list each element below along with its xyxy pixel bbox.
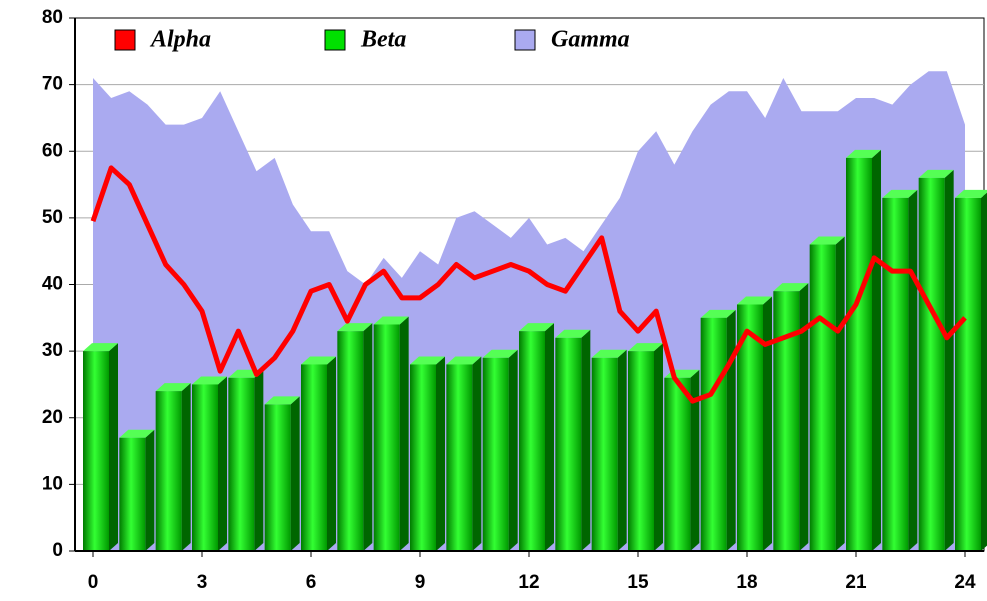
legend-swatch: [324, 29, 346, 51]
y-tick-label: 60: [42, 140, 63, 161]
bar: [955, 197, 981, 551]
legend-swatch: [114, 29, 136, 51]
line: [90, 165, 967, 404]
y-tick-label: 50: [42, 207, 63, 228]
bar-side: [944, 169, 954, 551]
bar: [410, 364, 436, 551]
bar-side: [254, 369, 264, 551]
bar-top: [83, 343, 118, 352]
bar: [846, 157, 872, 551]
x-tick-label: 9: [415, 572, 426, 593]
bar-side: [436, 356, 445, 551]
bar: [482, 357, 509, 551]
bar-side: [726, 309, 736, 551]
bar-top: [264, 396, 300, 405]
bar-top: [119, 429, 155, 438]
bar-side: [654, 343, 663, 551]
x-tick-label: 3: [197, 572, 208, 593]
bar-side: [145, 429, 155, 551]
bar-top: [882, 189, 918, 198]
bar: [664, 377, 691, 551]
bar: [446, 364, 473, 551]
y-tick-label: 0: [52, 540, 63, 561]
bar-side: [109, 343, 118, 551]
bar-side: [617, 349, 627, 551]
bar: [337, 331, 364, 551]
x-tick-label: 15: [627, 572, 649, 593]
x-tick-label: 6: [306, 572, 317, 593]
bar-top: [337, 323, 373, 332]
bar-top: [555, 329, 591, 338]
bar-side: [472, 356, 482, 551]
x-tick-label: 24: [954, 572, 976, 593]
bar: [119, 437, 146, 551]
bar-side: [763, 296, 772, 551]
bar-top: [773, 283, 809, 292]
bar-side: [327, 356, 336, 551]
bar-top: [628, 343, 663, 352]
bar: [519, 331, 545, 551]
bar: [83, 351, 109, 551]
bar-side: [799, 283, 809, 551]
y-tick-label: 20: [42, 407, 63, 428]
bar: [301, 364, 327, 551]
x-tick-label: 12: [518, 572, 539, 593]
legend-swatch: [514, 29, 536, 51]
bar-side: [290, 396, 300, 551]
bar: [228, 377, 255, 551]
x-tick-label: 18: [736, 572, 757, 593]
bar-side: [908, 189, 918, 551]
bar-top: [410, 356, 445, 365]
bar-side: [981, 192, 987, 551]
legend-label: Gamma: [551, 27, 630, 53]
bar: [882, 197, 909, 551]
bar: [373, 324, 400, 551]
bar: [918, 177, 945, 551]
bar-side: [835, 236, 845, 551]
bar: [700, 317, 727, 551]
bar-top: [446, 356, 482, 365]
bar: [192, 384, 218, 551]
bar-top: [192, 376, 227, 385]
x-tick-label: 0: [88, 572, 99, 593]
bar-side: [363, 323, 373, 551]
bar-top: [918, 169, 954, 178]
bar: [264, 404, 291, 551]
bar-top: [591, 349, 627, 358]
bar-side: [399, 316, 409, 551]
y-tick-label: 70: [42, 74, 63, 95]
legend-label: Beta: [360, 27, 406, 53]
bar-top: [809, 236, 845, 245]
bar-side: [508, 349, 518, 551]
y-tick-label: 30: [42, 340, 63, 361]
bar: [155, 391, 182, 551]
bar: [773, 291, 800, 551]
bar-side: [690, 369, 700, 551]
bar-top: [301, 356, 336, 365]
bar: [809, 244, 836, 551]
bar-top: [737, 296, 772, 305]
bar-top: [955, 189, 987, 198]
bar-side: [872, 149, 881, 551]
bar-side: [545, 323, 554, 551]
bar-top: [846, 149, 881, 158]
bar-side: [581, 329, 591, 551]
y-tick-label: 10: [42, 473, 63, 494]
bar-top: [482, 349, 518, 358]
x-tick-label: 21: [845, 572, 867, 593]
legend-label: Alpha: [149, 27, 211, 53]
bar: [555, 337, 582, 551]
bar: [591, 357, 618, 551]
bar-top: [700, 309, 736, 318]
bar-top: [155, 383, 191, 392]
y-tick-label: 40: [42, 274, 63, 295]
bar-side: [181, 383, 191, 551]
y-tick-label: 80: [42, 7, 63, 28]
bar: [628, 351, 654, 551]
bar-side: [218, 376, 227, 551]
bar-top: [519, 323, 554, 332]
bar-top: [373, 316, 409, 325]
